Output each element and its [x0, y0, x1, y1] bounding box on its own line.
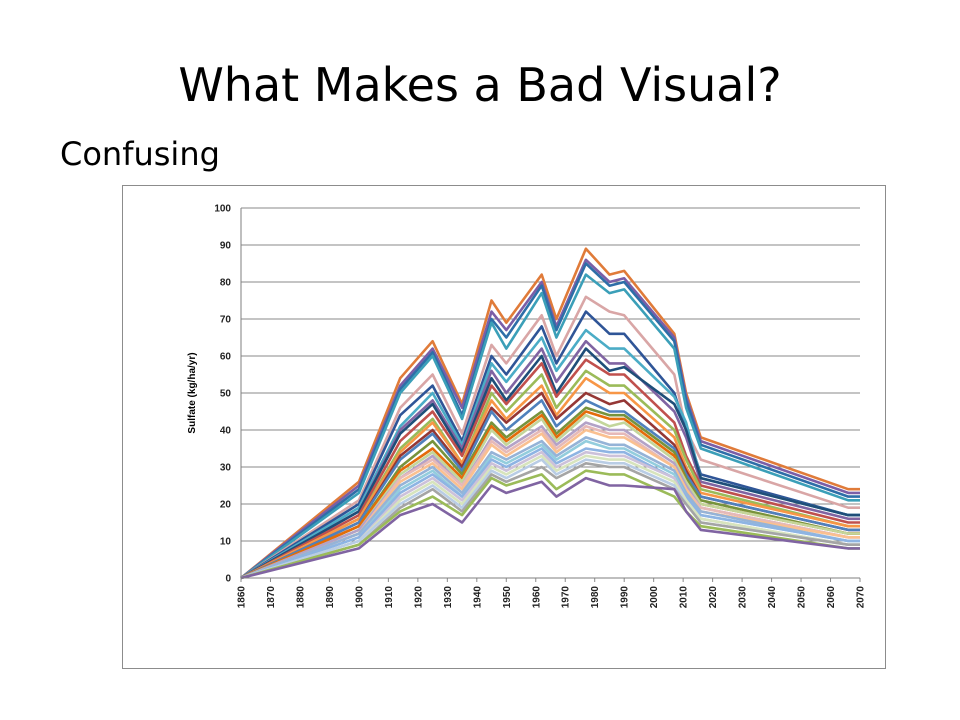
x-tick-label: 2040 — [767, 586, 778, 609]
chart-frame: 0 10 20 30 40 50 60 70 80 90 100 1860 1870 1880 1890 19… — [122, 185, 886, 669]
x-tick-label: 2050 — [797, 586, 808, 609]
x-tick-label: 1990 — [620, 586, 631, 609]
x-tick-label: 2030 — [738, 586, 749, 609]
x-tick-label: 1920 — [413, 586, 424, 609]
y-tick-label: 40 — [220, 426, 232, 437]
series-line-27 — [240, 461, 860, 580]
series-line-20 — [240, 428, 860, 580]
series-line-3 — [240, 262, 860, 580]
y-tick-label: 90 — [220, 241, 232, 252]
series-line-4 — [240, 273, 860, 580]
y-tick-label: 30 — [220, 463, 232, 474]
y-tick-label: 50 — [220, 389, 232, 400]
x-tick-label: 1900 — [354, 586, 365, 609]
slide-subtitle: Confusing — [60, 135, 220, 173]
x-tick-label: 1980 — [590, 586, 601, 609]
x-tick-label: 1860 — [237, 586, 248, 609]
x-tick-label: 2000 — [649, 586, 660, 609]
x-tick-label: 1950 — [502, 586, 513, 609]
y-tick-label: 70 — [220, 315, 232, 326]
slide-title: What Makes a Bad Visual? — [178, 58, 782, 112]
series-line-29 — [240, 476, 860, 580]
y-tick-label: 60 — [220, 352, 232, 363]
y-tick-label: 80 — [220, 278, 232, 289]
x-tick-label: 1910 — [384, 586, 395, 609]
y-tick-label: 10 — [220, 537, 232, 548]
series-line-9 — [240, 347, 860, 580]
x-tick-label: 1890 — [325, 586, 336, 609]
series-line-21 — [240, 436, 860, 580]
x-tick-label: 1940 — [472, 586, 483, 609]
series-line-15 — [240, 406, 860, 580]
series-line-7 — [240, 328, 860, 580]
series-line-10 — [240, 358, 860, 580]
x-tick-label: 2060 — [826, 586, 837, 609]
series-line-18 — [240, 421, 860, 580]
axes — [240, 208, 861, 582]
y-tick-label: 100 — [214, 204, 231, 215]
series-line-23 — [240, 447, 860, 580]
series-line-11 — [240, 369, 860, 580]
x-tick-label: 2070 — [856, 586, 867, 609]
series-line-14 — [240, 399, 860, 580]
series-line-17 — [240, 413, 860, 580]
x-tick-label: 1930 — [443, 586, 454, 609]
y-tick-label: 20 — [220, 500, 232, 511]
x-tick-label: 1970 — [561, 586, 572, 609]
x-tick-label: 1960 — [531, 586, 542, 609]
x-tick-label: 1880 — [295, 586, 306, 609]
series-lines — [240, 247, 860, 580]
y-tick-label: 0 — [225, 574, 231, 585]
y-axis-title: Sulfate (kg/ha/yr) — [187, 352, 198, 433]
series-line-13 — [240, 391, 860, 580]
x-tick-label: 1870 — [266, 586, 277, 609]
x-tick-label: 2020 — [708, 586, 719, 609]
series-line-25 — [240, 454, 860, 580]
series-line-8 — [240, 339, 860, 580]
x-tick-label: 2010 — [679, 586, 690, 609]
series-line-12 — [240, 376, 860, 580]
